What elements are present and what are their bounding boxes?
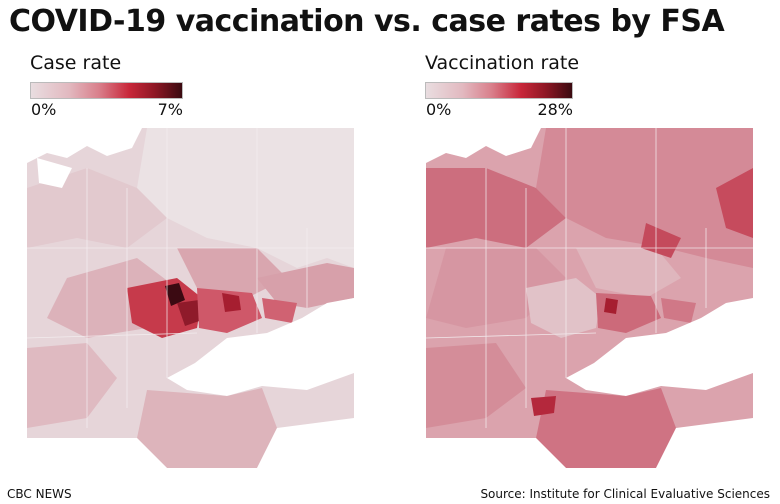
york-region (576, 248, 681, 298)
north-region (536, 128, 753, 268)
hamilton-hotspot (531, 396, 556, 416)
inland-water (37, 158, 72, 188)
scarborough-region (661, 298, 696, 323)
north-region (137, 128, 354, 268)
case-rate-color-scale (30, 82, 183, 99)
lake-ontario (566, 298, 753, 396)
southwest-region (27, 343, 117, 428)
case-rate-min-label: 0% (31, 100, 57, 119)
case-rate-legend: Case rate 0% 7% (30, 52, 183, 121)
peel-region (526, 278, 601, 338)
toronto-hotspot (604, 298, 618, 314)
peel-hotspot (127, 278, 202, 338)
vaccination-rate-map-svg (426, 128, 753, 468)
lake-ontario (167, 298, 354, 396)
lake-water-se (656, 418, 753, 468)
vaccination-rate-color-scale (425, 82, 573, 99)
lake-water-se (257, 418, 354, 468)
toronto-hotspot (222, 293, 241, 312)
lake-erie (426, 438, 566, 468)
mississauga-hotspot (177, 300, 202, 326)
east-region (716, 168, 753, 238)
fsa-boundaries (27, 128, 354, 428)
case-rate-map-svg (27, 128, 354, 468)
southwest-region (426, 343, 526, 428)
case-rate-scale-ticks: 0% 7% (30, 99, 183, 121)
vaccination-rate-max-label: 28% (537, 100, 573, 119)
source-label: Source: Institute for Clinical Evaluativ… (480, 487, 770, 501)
brampton-hotspot (165, 283, 185, 306)
case-rate-label: Case rate (30, 52, 122, 74)
vaccination-rate-min-label: 0% (426, 100, 452, 119)
case-rate-max-label: 7% (157, 100, 183, 119)
fsa-boundaries (426, 128, 753, 428)
chart-title: COVID-19 vaccination vs. case rates by F… (9, 4, 725, 39)
durham-region (257, 263, 354, 308)
west-region (426, 168, 566, 248)
lake-simcoe-water (426, 128, 541, 163)
vaccination-rate-scale-ticks: 0% 28% (425, 99, 573, 121)
niagara-region (536, 388, 676, 468)
credit-label: CBC NEWS (7, 487, 72, 501)
vaccination-rate-label: Vaccination rate (425, 52, 580, 74)
vaccination-rate-choropleth-map[interactable] (426, 128, 753, 468)
vaccination-rate-legend: Vaccination rate 0% 28% (425, 52, 579, 121)
vaughan-region (641, 223, 681, 258)
scarborough-region (262, 298, 297, 323)
niagara-region (137, 388, 277, 468)
lake-erie (27, 438, 167, 468)
lake-simcoe-water (27, 128, 142, 163)
york-region (177, 248, 287, 298)
case-rate-choropleth-map[interactable] (27, 128, 354, 468)
